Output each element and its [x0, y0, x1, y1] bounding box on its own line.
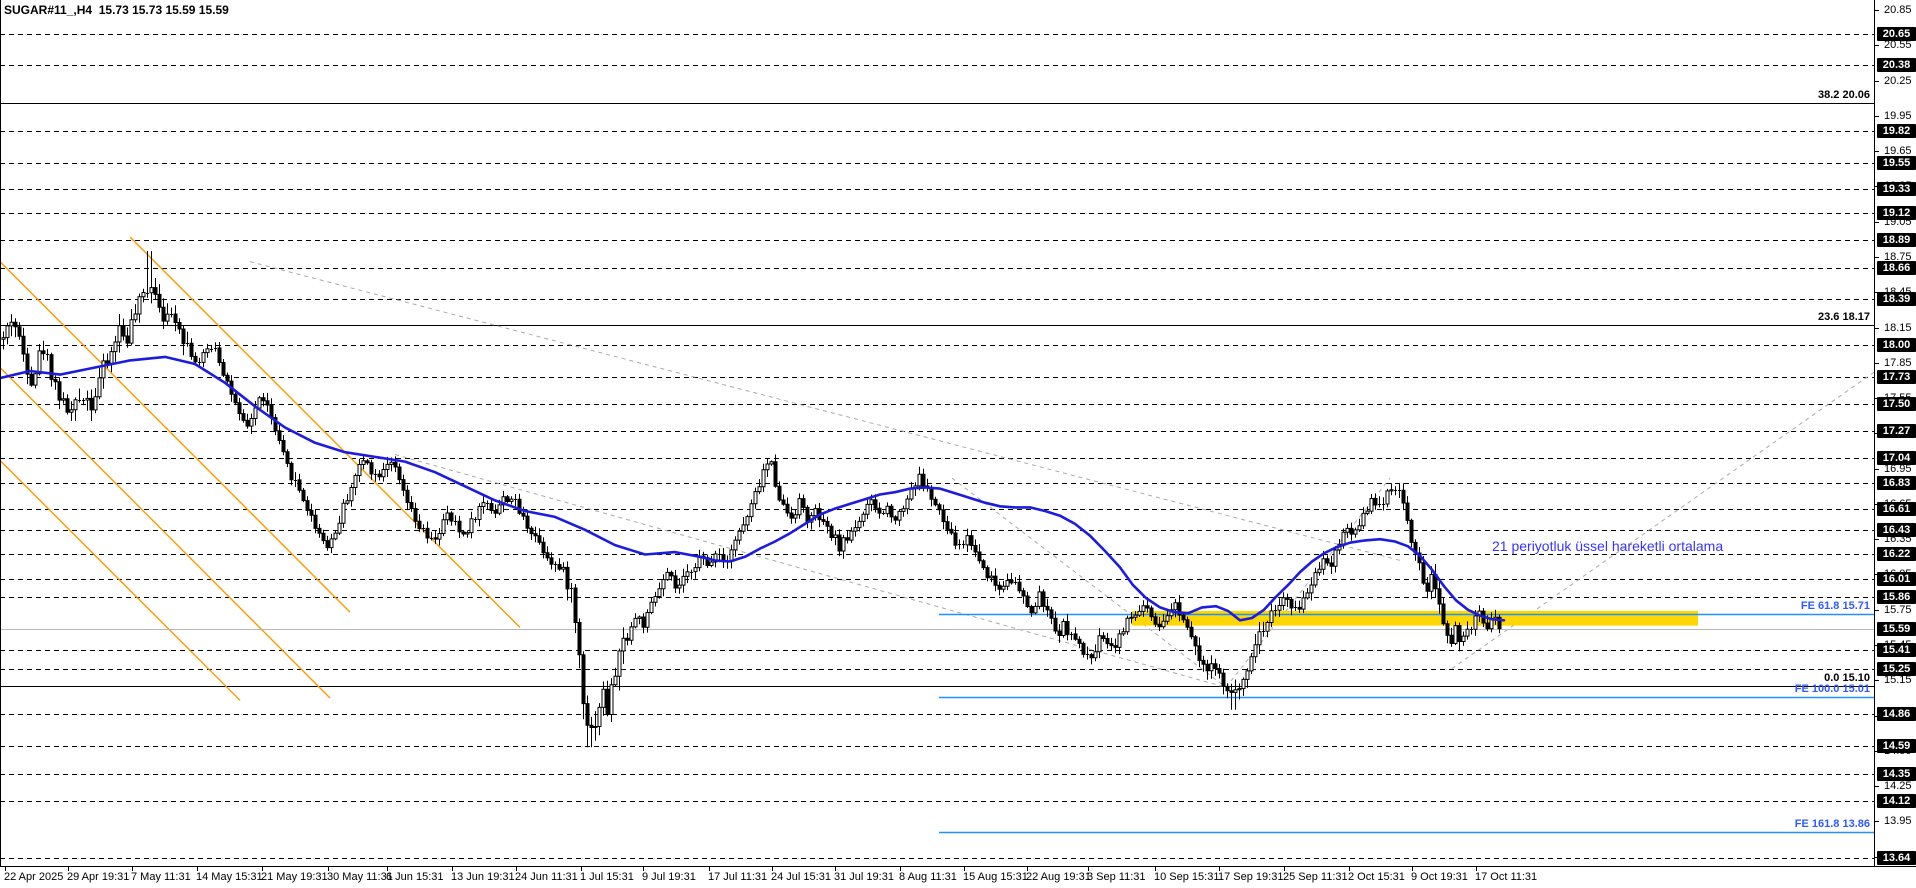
price-level-badge: 16.22	[1877, 547, 1916, 562]
ema-annotation-text[interactable]: 21 periyotluk üssel hareketli ortalama	[1492, 538, 1724, 554]
time-tick-label: 9 Oct 19:31	[1411, 871, 1468, 883]
ohlc-values: 15.73 15.73 15.59 15.59	[98, 3, 229, 17]
time-tick-label: 10 Sep 15:31	[1154, 871, 1220, 883]
current-price-badge: 15.59	[1877, 621, 1916, 636]
time-tick-label: 22 Apr 2025	[4, 871, 64, 883]
time-tick-label: 3 Sep 11:31	[1087, 871, 1146, 883]
price-level-badge: 20.38	[1877, 58, 1916, 73]
time-tick-label: 21 May 19:31	[261, 871, 328, 883]
price-level-badge: 16.83	[1877, 475, 1916, 490]
price-level-badge: 19.55	[1877, 155, 1916, 170]
fibo-expansion-label-100-0[interactable]: FE 100.0 15.01	[1794, 682, 1870, 695]
price-level-badge: 19.33	[1877, 181, 1916, 196]
price-tick-label: 18.15	[1884, 321, 1912, 334]
price-tick-label: 20.85	[1884, 3, 1912, 16]
time-tick-label: 24 Jun 11:31	[515, 871, 578, 883]
price-tick-label: 20.25	[1884, 74, 1912, 87]
construction-dashed-line[interactable]	[249, 261, 1401, 561]
price-level-badge: 18.66	[1877, 260, 1916, 275]
fibo-retracement-label-23-6[interactable]: 23.6 18.17	[1818, 311, 1870, 324]
bull-candle-bodies	[1, 287, 1498, 728]
time-tick-label: 14 May 15:31	[196, 871, 263, 883]
fibo-expansion-label-161-8[interactable]: FE 161.8 13.86	[1794, 818, 1870, 831]
orange-channel-line[interactable]	[0, 459, 241, 701]
time-tick-label: 7 May 11:31	[131, 871, 191, 883]
price-tick-label: 18.75	[1884, 250, 1912, 263]
time-tick-label: 25 Sep 11:31	[1283, 871, 1348, 883]
price-level-badge: 14.12	[1877, 794, 1916, 809]
price-tick-label: 13.95	[1884, 815, 1912, 828]
time-tick-label: 13 Jun 19:31	[451, 871, 515, 883]
time-tick-label: 17 Sep 19:31	[1218, 871, 1284, 883]
symbol-period-label: SUGAR#11_,H4	[4, 3, 93, 17]
price-level-badge: 19.82	[1877, 124, 1916, 139]
price-level-badge: 14.86	[1877, 707, 1916, 722]
price-level-badge: 17.04	[1877, 451, 1916, 466]
price-level-badge: 16.61	[1877, 501, 1916, 516]
price-level-badge: 15.25	[1877, 661, 1916, 676]
time-tick-label: 15 Aug 15:31	[963, 871, 1028, 883]
fibo-expansion-label-61-8[interactable]: FE 61.8 15.71	[1800, 600, 1870, 613]
price-level-badge: 14.59	[1877, 739, 1916, 754]
construction-dashed-line[interactable]	[951, 477, 1227, 688]
price-level-badge: 13.64	[1877, 850, 1916, 865]
price-level-badge: 18.39	[1877, 292, 1916, 307]
time-tick-label: 8 Aug 11:31	[899, 871, 957, 883]
bear-candle-bodies	[13, 287, 1502, 728]
price-tick-label: 17.85	[1884, 356, 1912, 369]
price-tick-label: 16.95	[1884, 462, 1912, 475]
time-tick-label: 29 Apr 19:31	[67, 871, 130, 883]
time-tick-label: 9 Jul 19:31	[642, 871, 696, 883]
price-level-badge: 17.73	[1877, 369, 1916, 384]
time-tick-label: 1 Jul 15:31	[580, 871, 634, 883]
orange-channel-line[interactable]	[0, 367, 331, 699]
price-tick-label: 15.15	[1884, 674, 1912, 687]
construction-dashed-line[interactable]	[1451, 371, 1875, 669]
symbol-ohlc-header: SUGAR#11_,H4 15.73 15.73 15.59 15.59	[4, 3, 229, 17]
price-level-badge: 18.00	[1877, 338, 1916, 353]
time-tick-label: 30 May 11:31	[327, 871, 393, 883]
price-level-badge: 15.41	[1877, 642, 1916, 657]
fibo-retracement-label-38-2[interactable]: 38.2 20.06	[1818, 88, 1870, 101]
ema-line[interactable]	[0, 355, 1506, 622]
fibo-retracement-label-0-0[interactable]: 0.0 15.10	[1824, 672, 1870, 685]
price-tick-label: 20.55	[1884, 39, 1912, 52]
price-tick-label: 14.25	[1884, 780, 1912, 793]
time-tick-label: 2 Oct 15:31	[1348, 871, 1405, 883]
price-level-badge: 20.65	[1877, 26, 1916, 41]
time-tick-label: 24 Jul 15:31	[771, 871, 831, 883]
orange-channel-line[interactable]	[129, 236, 521, 628]
orange-channel-line[interactable]	[0, 261, 351, 613]
price-tick-label: 15.75	[1884, 603, 1912, 616]
time-tick-label: 22 Aug 19:31	[1026, 871, 1091, 883]
construction-dashed-line[interactable]	[394, 454, 1227, 688]
price-level-badge: 18.89	[1877, 233, 1916, 248]
price-level-badge: 16.43	[1877, 522, 1916, 537]
yellow-zone-rectangle[interactable]	[1132, 610, 1698, 626]
time-tick-label: 31 Jul 19:31	[834, 871, 894, 883]
time-tick-label: 6 Jun 15:31	[386, 871, 444, 883]
price-level-badge: 19.12	[1877, 206, 1916, 221]
time-tick-label: 17 Jul 11:31	[708, 871, 768, 883]
price-tick-label: 19.65	[1884, 145, 1912, 158]
price-level-badge: 17.27	[1877, 424, 1916, 438]
price-level-badge: 14.35	[1877, 767, 1916, 782]
price-tick-label: 19.95	[1884, 109, 1912, 122]
price-level-badge: 17.50	[1877, 396, 1916, 411]
time-tick-label: 17 Oct 11:31	[1475, 871, 1538, 883]
price-level-badge: 15.86	[1877, 589, 1916, 604]
price-level-badge: 16.01	[1877, 572, 1916, 587]
